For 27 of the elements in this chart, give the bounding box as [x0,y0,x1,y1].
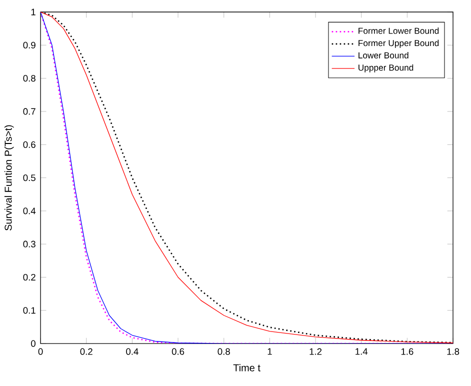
y-tick-label: 1 [31,9,36,16]
x-tick-label: 1.4 [356,348,368,355]
x-tick-label: 0.2 [80,348,92,356]
y-tick-label: 0.5 [23,174,36,182]
x-tick-label: 1 [268,348,272,355]
legend-label: Lower Bound [358,52,408,59]
y-tick-label: 0.4 [23,208,36,214]
y-tick-label: 0.1 [23,307,36,314]
x-axis-title: Time t [233,364,260,372]
y-tick-label: 0 [31,340,36,348]
y-tick-label: 0.8 [23,75,36,82]
legend-label: Former Lower Bound [358,28,439,34]
y-tick-label: 0.6 [23,142,36,148]
x-tick-label: 1.6 [401,348,414,356]
y-axis-title: Survival Funtion P(Ts>t) [4,125,14,231]
legend-label: Former Upper Bound [358,40,439,48]
x-tick-label: 1.2 [310,348,322,356]
legend-label: Uppper Bound [358,64,414,73]
x-tick-label: 1.8 [447,348,460,356]
x-tick-label: 0.8 [218,348,230,356]
y-tick-label: 0.2 [23,274,36,281]
x-tick-label: 0 [38,348,43,356]
y-tick-label: 0.3 [23,241,36,248]
y-tick-label: 0.7 [23,108,36,115]
x-tick-label: 0.6 [172,348,184,356]
x-tick-label: 0.4 [126,348,138,356]
y-tick-label: 0.9 [23,42,36,49]
